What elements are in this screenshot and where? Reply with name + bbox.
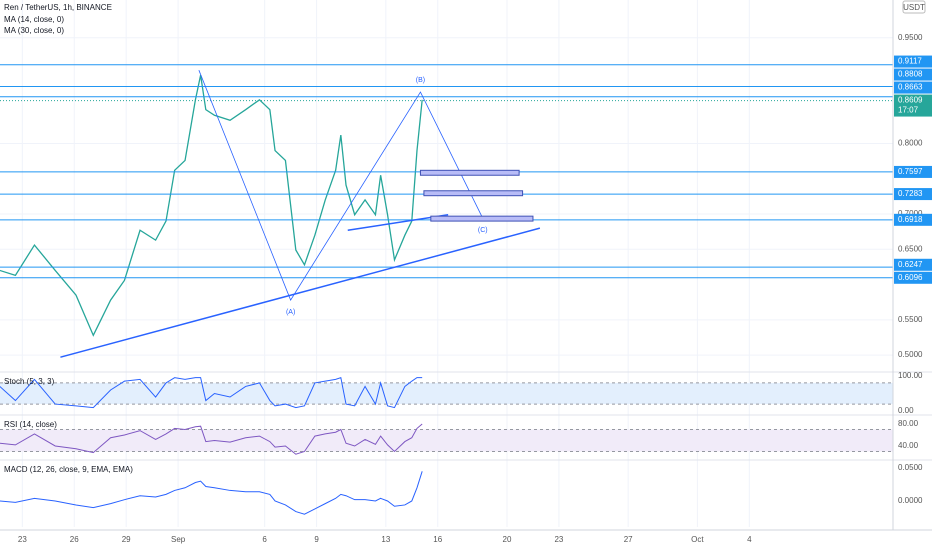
x-tick-label: 23 <box>18 535 27 544</box>
currency: USDT <box>903 3 925 12</box>
x-tick-label: 26 <box>70 535 79 544</box>
x-tick-label: 4 <box>747 535 752 544</box>
y-tick-label: 0.6500 <box>898 244 923 253</box>
price-label: 0.8663 <box>898 83 923 92</box>
indicator-title: MACD (12, 26, close, 9, EMA, EMA) <box>4 465 133 474</box>
indicator-label: MA (14, close, 0) <box>4 15 64 24</box>
price-label: 0.8808 <box>898 70 923 79</box>
wave-label: (B) <box>416 77 425 84</box>
y-tick-label: 100.00 <box>898 371 923 380</box>
price-label: 0.6247 <box>898 260 923 269</box>
y-tick-label: 40.00 <box>898 441 919 450</box>
y-tick-label: 0.7000 <box>898 209 923 218</box>
countdown: 17:07 <box>898 106 919 115</box>
price-label-box <box>894 213 932 226</box>
price-label-box <box>894 165 932 178</box>
band-fill <box>0 382 893 405</box>
price-label: 0.6918 <box>898 215 923 224</box>
chart-title: Ren / TetherUS, 1h, BINANCE <box>4 3 112 12</box>
band-fill <box>0 429 893 452</box>
price-label-box <box>894 81 932 94</box>
indicator-title: Stoch (5, 3, 3) <box>4 377 55 386</box>
price-label-box <box>894 94 932 117</box>
indicator-line <box>0 376 423 409</box>
price-label: 0.8609 <box>898 96 923 105</box>
price-label: 0.7597 <box>898 167 923 176</box>
indicator-line <box>0 423 423 455</box>
x-tick-label: 20 <box>503 535 512 544</box>
trend-line <box>60 227 541 358</box>
y-tick-label: 0.9500 <box>898 33 923 42</box>
x-tick-label: Oct <box>691 535 704 544</box>
price-label: 0.7283 <box>898 189 923 198</box>
indicator-line <box>0 471 423 515</box>
price-label-box <box>894 55 932 68</box>
x-tick-label: 23 <box>554 535 563 544</box>
currency-box[interactable] <box>902 0 926 14</box>
x-tick-label: 6 <box>262 535 267 544</box>
price-line <box>0 74 423 337</box>
y-tick-label: 0.8000 <box>898 139 923 148</box>
price-label: 0.6096 <box>898 273 923 282</box>
y-tick-label: 0.0000 <box>898 496 923 505</box>
zone-box <box>419 169 520 176</box>
y-tick-label: 0.5000 <box>898 350 923 359</box>
price-label-box <box>894 258 932 271</box>
price-label-box <box>894 188 932 201</box>
wave-line <box>198 70 484 301</box>
indicator-label: MA (30, close, 0) <box>4 26 64 35</box>
indicator-title: RSI (14, close) <box>4 420 57 429</box>
x-tick-label: Sep <box>171 535 186 544</box>
zone-box <box>430 215 534 222</box>
x-tick-label: 27 <box>624 535 633 544</box>
price-label-box <box>894 271 932 284</box>
y-tick-label: 80.00 <box>898 419 919 428</box>
x-tick-label: 9 <box>314 535 319 544</box>
zone-box <box>423 190 524 197</box>
wave-label: (C) <box>478 227 488 234</box>
price-label: 0.9117 <box>898 57 922 66</box>
y-tick-label: 0.5500 <box>898 315 923 324</box>
x-tick-label: 29 <box>122 535 131 544</box>
price-label-box <box>894 68 932 81</box>
x-tick-label: 16 <box>433 535 442 544</box>
y-tick-label: 0.0500 <box>898 463 923 472</box>
x-tick-label: 13 <box>381 535 390 544</box>
wave-label: (A) <box>286 309 295 316</box>
y-tick-label: 0.00 <box>898 406 914 415</box>
